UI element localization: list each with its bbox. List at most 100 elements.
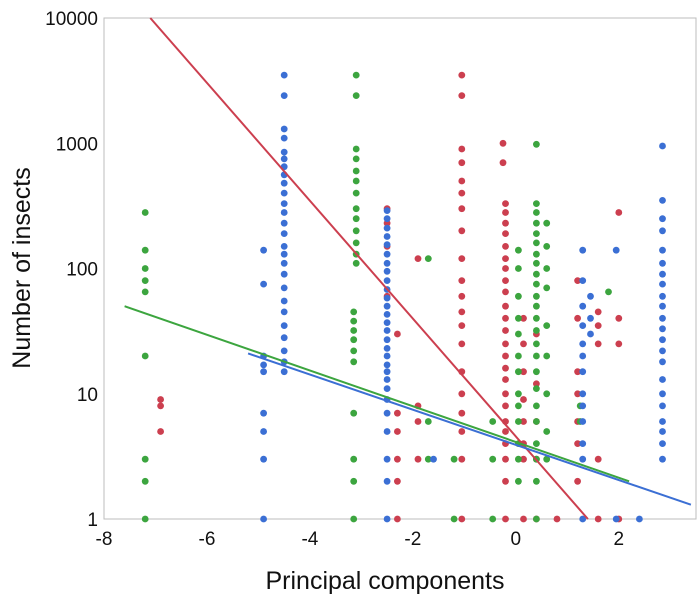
point-green [350,358,358,366]
point-red [414,455,422,463]
point-red [458,227,466,235]
point-blue [383,224,391,232]
point-blue [260,409,267,417]
point-green [424,255,432,262]
point-blue [579,440,587,447]
point-green [533,340,540,348]
point-blue [659,280,666,288]
point-blue [280,259,288,267]
point-red [615,340,623,348]
point-red [502,352,509,360]
y-axis-label: Number of insects [8,167,36,368]
point-red [502,265,509,272]
x-tick-label: 2 [613,529,624,550]
point-blue [280,209,288,216]
point-green [533,302,540,310]
point-blue [579,402,587,410]
point-red [502,243,509,250]
point-red [574,368,581,376]
point-blue [383,311,391,318]
point-blue [383,345,391,352]
point-green [352,215,360,223]
point-blue [280,322,288,329]
point-red [520,396,527,403]
plot-frame [103,17,697,520]
point-green [533,292,540,300]
point-green [515,402,522,410]
point-red [574,440,581,447]
x-tick-label: 0 [511,529,522,550]
point-green [350,336,358,344]
point-red [458,292,466,300]
point-green [533,352,540,360]
point-blue [659,358,666,366]
point-green [533,418,540,425]
point-blue [280,308,288,316]
point-blue [383,250,391,258]
point-red [520,418,527,425]
trendline-blue-fit [247,352,692,506]
point-blue [383,477,391,485]
point-blue [280,270,288,278]
point-blue [280,368,288,376]
point-green [141,515,149,523]
point-red [458,205,466,213]
point-blue [659,270,666,278]
point-red [502,390,509,398]
point-red [502,302,509,310]
point-green [515,455,522,463]
point-blue [280,230,288,238]
point-blue [383,327,391,334]
point-red [458,390,466,398]
point-blue [383,241,391,249]
x-tick-labels: -8 -6 -4 -2 0 2 [96,529,625,550]
point-green [352,239,360,247]
point-red [414,255,422,262]
point-green [424,418,432,425]
point-green [533,327,540,334]
point-blue [659,376,666,383]
y-tick-label: 1 [87,510,98,531]
point-red [499,139,507,147]
point-green [515,477,522,485]
point-red [520,314,527,322]
point-green [352,92,360,99]
point-red [394,515,401,523]
point-red [157,402,165,410]
point-green [450,455,458,463]
point-green [515,368,522,376]
point-blue [587,292,594,300]
point-blue [260,368,267,376]
point-blue [579,246,587,254]
point-green [350,409,358,417]
point-green [352,155,360,163]
point-green [515,418,522,425]
point-blue [659,246,666,254]
point-green [515,330,522,338]
point-red [458,428,466,435]
point-blue [280,250,288,258]
point-blue [383,259,391,267]
point-green [515,390,522,398]
point-blue [579,455,587,463]
point-green [450,515,458,523]
point-green [533,280,540,288]
point-blue [659,325,666,333]
point-red [502,428,509,435]
point-green [543,322,551,329]
point-blue [659,259,666,267]
point-red [502,200,509,208]
point-blue [383,515,391,523]
point-blue [659,402,666,410]
point-green [352,189,360,197]
point-green [141,288,149,296]
point-red [157,396,165,403]
point-blue [587,314,594,322]
point-blue [383,376,391,383]
point-green [141,477,149,485]
point-green [543,219,551,227]
point-blue [636,515,643,523]
point-blue [280,334,288,342]
point-red [502,230,509,238]
